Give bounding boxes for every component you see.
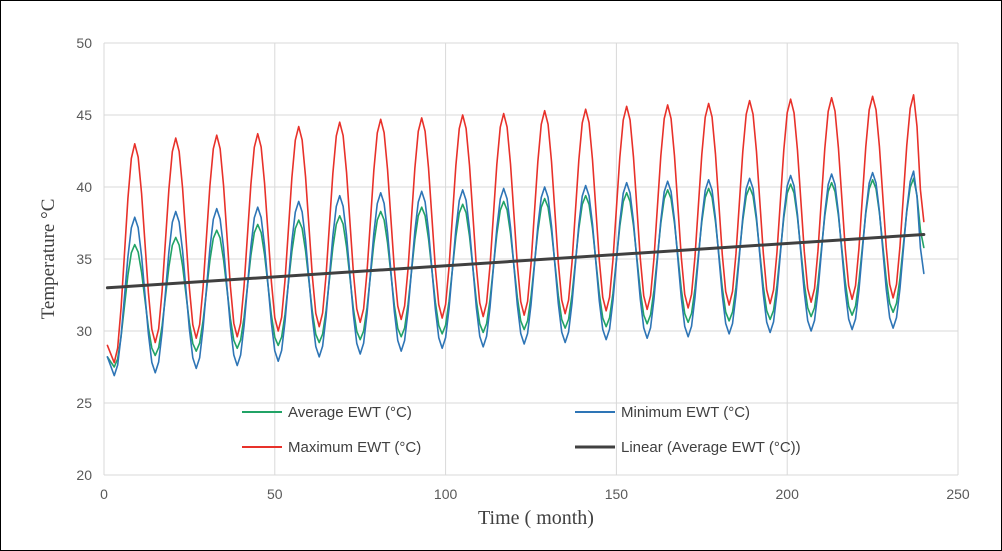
legend-label-minimum-ewt-c: Minimum EWT (°C) [621,404,750,421]
y-tick-label-35: 35 [76,251,92,267]
legend-label-average-ewt-c: Average EWT (°C) [288,404,412,421]
legend-label-maximum-ewt-c: Maximum EWT (°C) [288,439,421,456]
legend-label-linear-average-ewt-c: Linear (Average EWT (°C)) [621,439,801,456]
series-lines [105,94,926,377]
y-tick-label-45: 45 [76,107,92,123]
x-tick-label-200: 200 [776,486,800,502]
x-tick-label-250: 250 [946,486,970,502]
y-tick-label-40: 40 [76,179,92,195]
y-tick-label-50: 50 [76,35,92,51]
y-axis-title: Temperature °C [38,199,59,320]
x-axis-ticks: 0 50 100 150 200 250 [100,486,970,502]
y-tick-label-20: 20 [76,467,92,483]
y-tick-label-30: 30 [76,323,92,339]
x-tick-label-100: 100 [434,486,458,502]
x-tick-label-150: 150 [605,486,629,502]
series-line-maximum-ewt-c [106,94,925,364]
x-axis-title: Time ( month) [478,507,594,529]
y-tick-label-25: 25 [76,395,92,411]
y-axis-ticks: 20 25 30 35 40 45 50 [76,35,92,483]
x-tick-label-0: 0 [100,486,108,502]
series-line-minimum-ewt-c [106,170,925,377]
x-tick-label-50: 50 [267,486,283,502]
series-line-linear-average-ewt-c [105,233,926,290]
legend: Average EWT (°C) Minimum EWT (°C) Maximum … [242,404,801,456]
